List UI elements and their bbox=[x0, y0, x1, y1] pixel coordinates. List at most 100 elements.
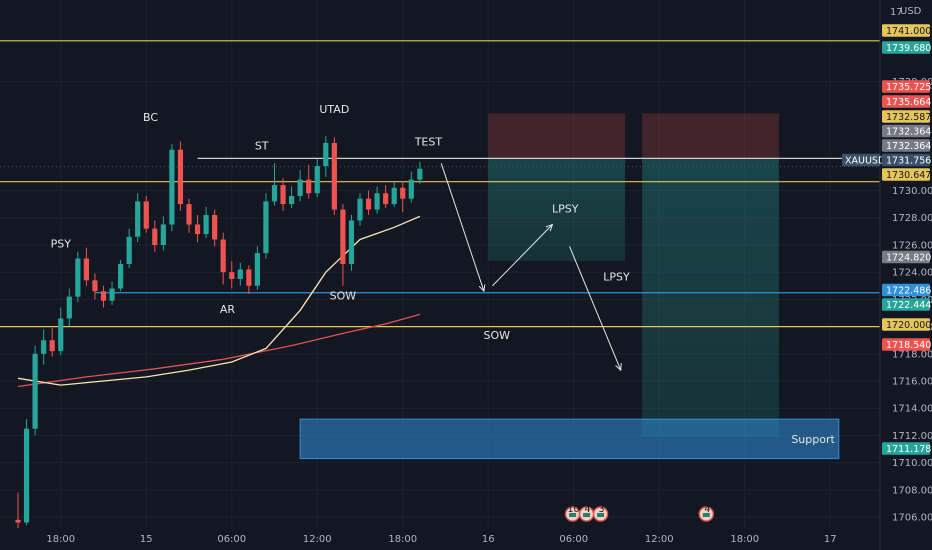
price-tag-value: 1718.540 bbox=[886, 340, 931, 351]
price-axis-tick-label: 1716.000 bbox=[892, 377, 932, 388]
moving-average-short-line bbox=[17, 215, 421, 386]
event-marker-count: 3 bbox=[599, 504, 605, 515]
annotation-label[interactable]: ST bbox=[255, 140, 269, 153]
candle-body bbox=[365, 198, 372, 210]
price-tag-bg bbox=[882, 24, 930, 37]
arrows[interactable] bbox=[440, 163, 622, 372]
take-profit-zone[interactable] bbox=[642, 158, 779, 437]
price-tag-value: 1735.664 bbox=[886, 97, 931, 108]
candle-body bbox=[118, 264, 124, 289]
price-tag-bg bbox=[882, 41, 930, 54]
price-tag-value: 1731.756 bbox=[886, 156, 931, 167]
candle-body bbox=[306, 179, 312, 194]
currency-badge-bg bbox=[889, 2, 932, 18]
price-tag-value: 1711.178 bbox=[886, 444, 931, 455]
price-tag-bg bbox=[882, 442, 930, 455]
price-tag-value: 1722.486 bbox=[886, 286, 931, 297]
candle-body bbox=[41, 340, 47, 354]
annotation-label[interactable]: PSY bbox=[51, 238, 72, 251]
event-marker-count: 10 bbox=[568, 504, 580, 515]
annotation-label[interactable]: SOW bbox=[484, 329, 511, 342]
price-tag-bg bbox=[882, 250, 930, 264]
price-tag-value: 1720.000 bbox=[886, 320, 931, 331]
candle-body bbox=[271, 185, 278, 202]
candle-body bbox=[374, 193, 380, 210]
candle-body bbox=[32, 353, 38, 429]
price-tag-bg bbox=[882, 110, 930, 123]
price-tag-bg bbox=[882, 318, 930, 331]
price-axis-tick-label: 1724.000 bbox=[892, 268, 932, 279]
price-tag-bg bbox=[882, 168, 930, 181]
event-marker-count: 4 bbox=[585, 504, 591, 515]
price-axis-tick-label: 1728.000 bbox=[892, 213, 932, 224]
price-tag-bg bbox=[882, 139, 930, 152]
time-axis-tick-label: 18:00 bbox=[388, 534, 417, 545]
candle-body bbox=[357, 198, 363, 221]
annotation-label[interactable]: TEST bbox=[414, 136, 443, 149]
price-axis-tick-label: 1726.000 bbox=[892, 240, 932, 251]
price-tag-bg bbox=[882, 80, 930, 93]
candle-body bbox=[186, 204, 192, 225]
annotation-label[interactable]: LPSY bbox=[552, 202, 579, 215]
time-axis[interactable]: 18:00 15 06:00 12:00 18:00 16 06:00 12:00 18:00 1… bbox=[46, 534, 836, 545]
arrow-line[interactable] bbox=[569, 246, 622, 371]
price-axis-tick-label: 1712.000 bbox=[892, 431, 932, 442]
price-axis-tick-label: 1730.000 bbox=[892, 186, 932, 197]
support-label: Support bbox=[791, 433, 835, 446]
time-axis-tick-label: 15 bbox=[140, 534, 153, 545]
candle-body bbox=[297, 179, 303, 196]
annotation-label[interactable]: SOW bbox=[330, 289, 357, 302]
candle-body bbox=[92, 280, 98, 292]
arrow-line[interactable] bbox=[492, 224, 553, 287]
annotations[interactable]: PSY BC ST AR UTAD TEST SOW LPSY LPSY SOW bbox=[51, 103, 630, 342]
candle-body bbox=[177, 149, 184, 205]
stop-loss-zone[interactable] bbox=[488, 113, 626, 159]
currency-label[interactable]: USD bbox=[900, 6, 922, 17]
candle-body bbox=[83, 258, 89, 281]
event-marker-flag-icon bbox=[569, 513, 577, 517]
candle-body bbox=[323, 142, 329, 167]
candle-body bbox=[203, 215, 209, 235]
candle-body bbox=[23, 428, 30, 523]
horizontal-lines[interactable] bbox=[0, 40, 880, 328]
time-axis-tick-label: 12:00 bbox=[645, 534, 674, 545]
candle-body bbox=[280, 185, 286, 205]
support-rectangle[interactable] bbox=[299, 418, 840, 460]
price-tag-value: 1732.364 bbox=[886, 127, 931, 138]
candle-body bbox=[237, 269, 243, 279]
annotation-label[interactable]: UTAD bbox=[319, 103, 349, 116]
candle-body bbox=[348, 220, 355, 264]
arrow-line[interactable] bbox=[440, 163, 485, 292]
candle-body bbox=[391, 187, 397, 205]
price-tag-value: 1724.820 bbox=[886, 253, 931, 264]
position-boxes[interactable] bbox=[488, 113, 779, 437]
event-marker-flag-icon bbox=[702, 513, 710, 517]
candle-body bbox=[135, 201, 141, 237]
arrow-head bbox=[615, 363, 622, 372]
candle-body bbox=[254, 253, 260, 286]
event-marker-flag-icon bbox=[583, 513, 591, 517]
price-axis-tick-label: 1708.000 bbox=[892, 485, 932, 496]
annotation-label[interactable]: AR bbox=[220, 303, 236, 316]
take-profit-zone[interactable] bbox=[488, 158, 626, 262]
time-axis-tick-label: 06:00 bbox=[217, 534, 246, 545]
candle-body bbox=[75, 258, 81, 297]
candle-body bbox=[49, 340, 55, 352]
annotation-label[interactable]: LPSY bbox=[603, 270, 630, 283]
support-zone[interactable]: Support bbox=[299, 418, 840, 460]
stop-loss-zone[interactable] bbox=[642, 113, 779, 159]
candle-body bbox=[246, 269, 252, 286]
symbol-tag-label: XAUUSD bbox=[845, 156, 885, 167]
arrow-head bbox=[545, 223, 554, 232]
candle-body bbox=[66, 296, 72, 319]
event-markers[interactable]: 10 4 3 4 bbox=[564, 504, 714, 522]
price-tag-bg bbox=[882, 124, 930, 138]
time-axis-tick-label: 12:00 bbox=[303, 534, 332, 545]
candle-body bbox=[263, 201, 269, 254]
candle-body bbox=[417, 168, 423, 180]
candle-body bbox=[212, 215, 218, 240]
annotation-label[interactable]: BC bbox=[143, 111, 158, 124]
price-tag-value: 1732.587 bbox=[886, 112, 931, 123]
